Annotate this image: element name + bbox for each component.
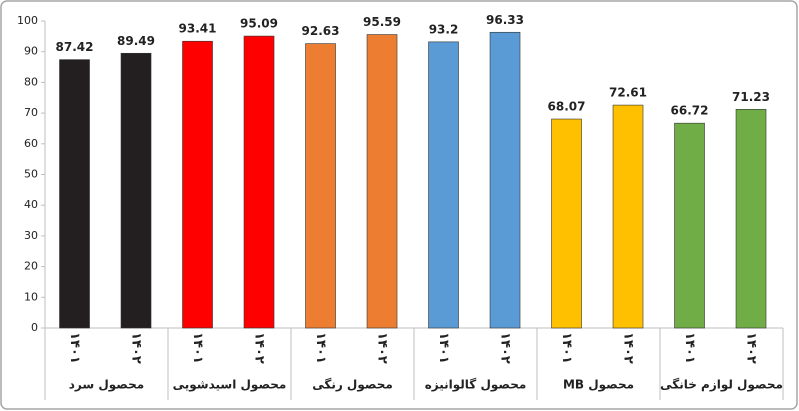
bar <box>305 43 336 329</box>
group-label: محصول لوازم خانگی <box>660 378 783 393</box>
y-tick-label: 30 <box>24 229 38 242</box>
bar <box>366 34 398 329</box>
value-label: 96.33 <box>486 13 524 27</box>
y-tick-label: 20 <box>24 260 38 273</box>
value-label: 72.61 <box>609 86 647 100</box>
bar <box>120 52 152 329</box>
value-label: 93.41 <box>179 22 217 36</box>
value-label: 87.42 <box>56 40 94 54</box>
x-tick-label: ۱۴۰۲ <box>375 332 390 364</box>
x-tick-label: ۱۴۰۲ <box>498 332 513 364</box>
bar <box>59 59 90 329</box>
value-label: 95.09 <box>240 17 278 31</box>
bar <box>243 35 275 329</box>
y-tick-label: 70 <box>24 106 38 119</box>
value-label: 92.63 <box>302 24 340 38</box>
value-label: 95.59 <box>363 15 401 29</box>
x-tick-label: ۱۴۰۱ <box>313 332 328 364</box>
y-tick-label: 40 <box>24 198 38 211</box>
x-tick-label: ۱۴۰۱ <box>682 332 697 364</box>
x-tick-label: ۱۴۰۱ <box>436 332 451 364</box>
group-label: محصول رنگی <box>312 378 393 393</box>
value-label: 89.49 <box>117 34 155 48</box>
x-tick-label: ۱۴۰۱ <box>559 332 574 364</box>
group-label: محصول گالوانیزه <box>425 378 527 393</box>
value-label: 66.72 <box>671 104 709 118</box>
y-tick-label: 0 <box>31 321 38 334</box>
y-tick-label: 90 <box>24 45 38 58</box>
y-tick-label: 50 <box>24 168 38 181</box>
x-tick-label: ۱۴۰۲ <box>129 332 144 364</box>
value-label: 93.2 <box>429 22 459 36</box>
y-tick-label: 80 <box>24 75 38 88</box>
group-label: محصول اسیدشویی <box>173 378 287 393</box>
bar <box>674 122 705 329</box>
x-tick-label: ۱۴۰۲ <box>621 332 636 364</box>
x-tick-label: ۱۴۰۱ <box>67 332 82 364</box>
bar <box>428 41 459 329</box>
bar <box>551 118 582 329</box>
bar <box>735 109 767 329</box>
bar <box>612 104 644 329</box>
x-tick-label: ۱۴۰۲ <box>252 332 267 364</box>
value-label: 71.23 <box>732 90 770 104</box>
x-tick-label: ۱۴۰۲ <box>744 332 759 364</box>
value-label: 68.07 <box>548 100 586 114</box>
y-tick-label: 60 <box>24 137 38 150</box>
group-label: محصول سرد <box>69 378 144 393</box>
y-tick-label: 10 <box>24 290 38 303</box>
x-tick-label: ۱۴۰۱ <box>190 332 205 364</box>
y-tick-label: 100 <box>17 14 38 27</box>
group-label: محصول MB <box>563 378 634 393</box>
bar <box>182 40 213 329</box>
bar <box>489 31 521 329</box>
